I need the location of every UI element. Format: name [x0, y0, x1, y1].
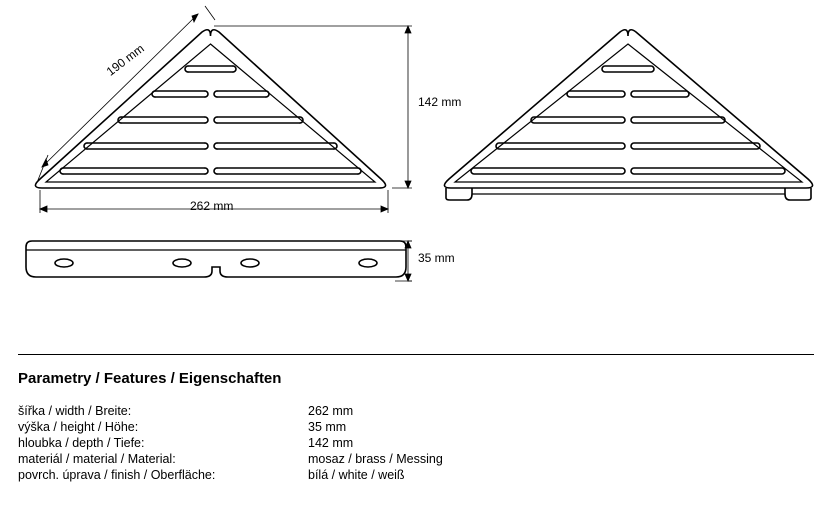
features-row: materiál / material / Material:mosaz / b… [18, 451, 443, 467]
features-section: Parametry / Features / Eigenschaften šíř… [18, 370, 443, 483]
features-key: hloubka / depth / Tiefe: [18, 435, 308, 451]
features-key: výška / height / Höhe: [18, 419, 308, 435]
features-value: 35 mm [308, 419, 443, 435]
features-value: 142 mm [308, 435, 443, 451]
technical-diagrams: 190 mm 142 mm 262 mm [0, 0, 832, 300]
features-heading: Parametry / Features / Eigenschaften [18, 370, 443, 387]
features-table: šířka / width / Breite:262 mmvýška / hei… [18, 403, 443, 483]
features-value: bílá / white / weiß [308, 467, 443, 483]
perspective-view-diagram [442, 24, 827, 204]
features-key: povrch. úprava / finish / Oberfläche: [18, 467, 308, 483]
features-key: šířka / width / Breite: [18, 403, 308, 419]
dim-thickness-label: 35 mm [418, 251, 455, 265]
features-row: šířka / width / Breite:262 mm [18, 403, 443, 419]
dim-width-label: 262 mm [190, 199, 233, 213]
separator [18, 354, 814, 355]
features-value: mosaz / brass / Messing [308, 451, 443, 467]
side-view-dimensions [0, 237, 470, 285]
features-row: hloubka / depth / Tiefe:142 mm [18, 435, 443, 451]
features-row: výška / height / Höhe:35 mm [18, 419, 443, 435]
features-key: materiál / material / Material: [18, 451, 308, 467]
features-row: povrch. úprava / finish / Oberfläche:bíl… [18, 467, 443, 483]
top-view-dimensions [0, 0, 470, 230]
features-value: 262 mm [308, 403, 443, 419]
